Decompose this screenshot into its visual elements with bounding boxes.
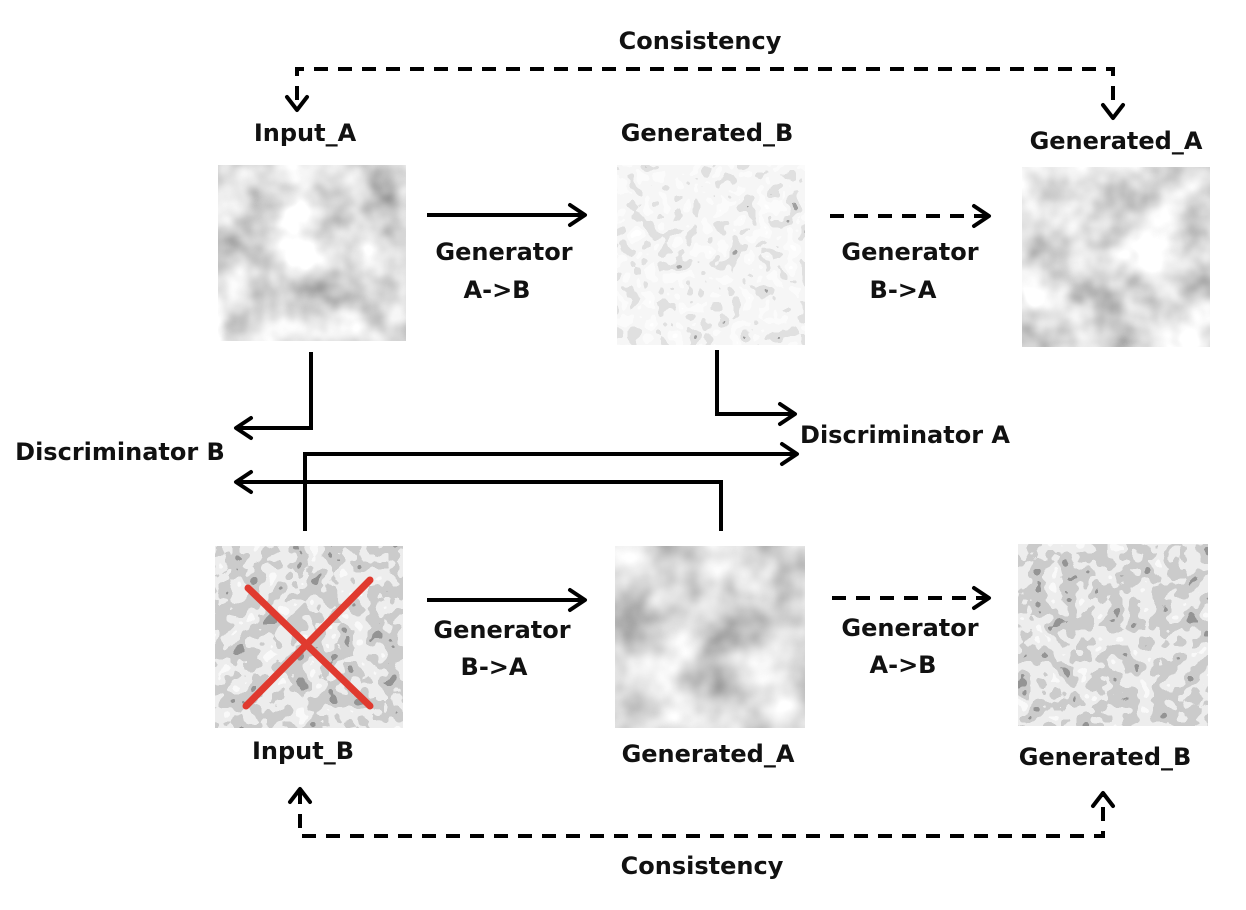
consistency-top-loop: [295, 67, 1115, 110]
generated-a-to-discriminator-b: [238, 480, 723, 531]
generator-direction-label: B->A: [870, 276, 937, 304]
arrowhead-right-icon: [780, 442, 799, 466]
generator-direction-label: B->A: [461, 653, 528, 681]
arrowhead-right-icon: [972, 204, 991, 228]
arrowhead-right-icon: [972, 586, 991, 610]
consistency-bottom-loop: [298, 790, 1105, 838]
consistency-bottom-label: Consistency: [621, 852, 784, 880]
arrowhead-right-icon: [568, 588, 587, 612]
input-a-label: Input_A: [254, 119, 357, 147]
generated-b-top-label: Generated_B: [621, 119, 794, 147]
generated-a-top-label: Generated_A: [1030, 127, 1203, 155]
input-a-texture: [218, 165, 406, 341]
red-cross-line-1: [244, 584, 374, 710]
generator-label: Generator: [435, 238, 572, 266]
arrowhead-right-icon: [778, 402, 797, 426]
consistency-top-label: Consistency: [619, 27, 782, 55]
generator-direction-label: A->B: [464, 276, 531, 304]
arrowhead-left-icon: [234, 470, 253, 494]
generated-b-top-texture: [617, 165, 805, 345]
input-a-to-discriminator-b: [238, 352, 313, 430]
generated-b-to-discriminator-a: [715, 350, 793, 416]
input-b-label: Input_B: [252, 737, 354, 765]
arrowhead-down-icon: [1101, 103, 1125, 120]
input-b-to-discriminator-a: [303, 452, 795, 531]
generated-a-top-texture: [1022, 167, 1210, 347]
arrowhead-up-icon: [288, 787, 312, 804]
generator-label: Generator: [841, 614, 978, 642]
arrowhead-left-icon: [234, 416, 253, 440]
arrowhead-down-icon: [285, 95, 309, 112]
generator-direction-label: A->B: [870, 651, 937, 679]
arrowhead-up-icon: [1091, 791, 1115, 808]
generator-label: Generator: [841, 238, 978, 266]
generated-a-bottom-label: Generated_A: [622, 740, 795, 768]
generated-b-bottom-label: Generated_B: [1019, 743, 1192, 771]
red-cross-line-2: [242, 576, 374, 710]
arrowhead-right-icon: [568, 203, 587, 227]
generator-label: Generator: [433, 616, 570, 644]
generated-a-bottom-texture: [615, 546, 805, 728]
generated-b-bottom-texture: [1018, 544, 1208, 726]
discriminator-a-label: Discriminator A: [800, 421, 1010, 449]
discriminator-b-label: Discriminator B: [15, 438, 225, 466]
